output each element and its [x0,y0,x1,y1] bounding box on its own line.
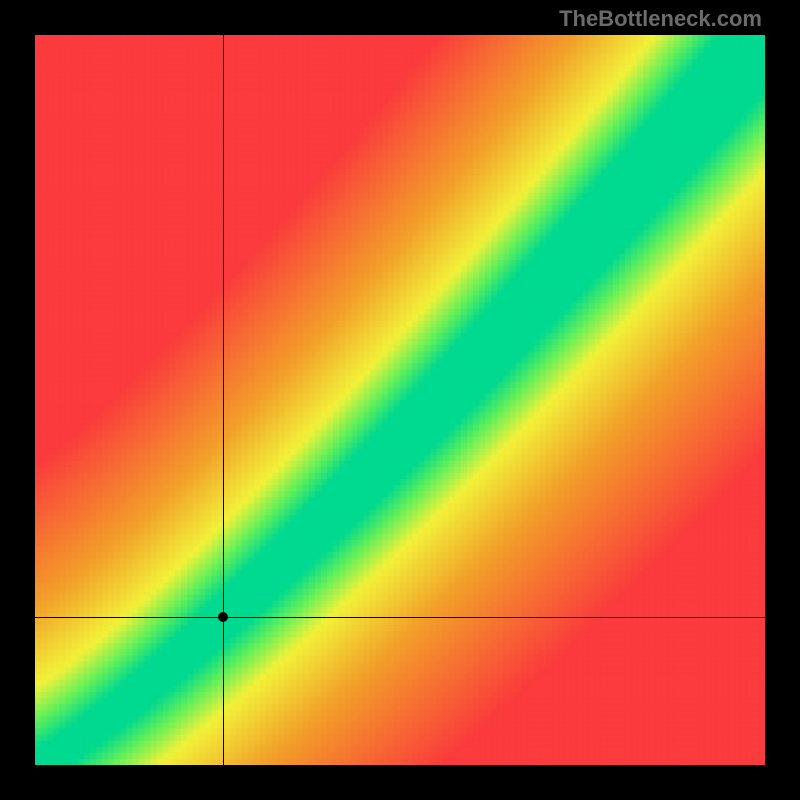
crosshair-marker [218,612,228,622]
crosshair-vertical [223,35,224,765]
watermark-text: TheBottleneck.com [559,6,762,32]
crosshair-horizontal [35,617,765,618]
heatmap-plot [35,35,765,765]
heatmap-canvas [35,35,765,765]
